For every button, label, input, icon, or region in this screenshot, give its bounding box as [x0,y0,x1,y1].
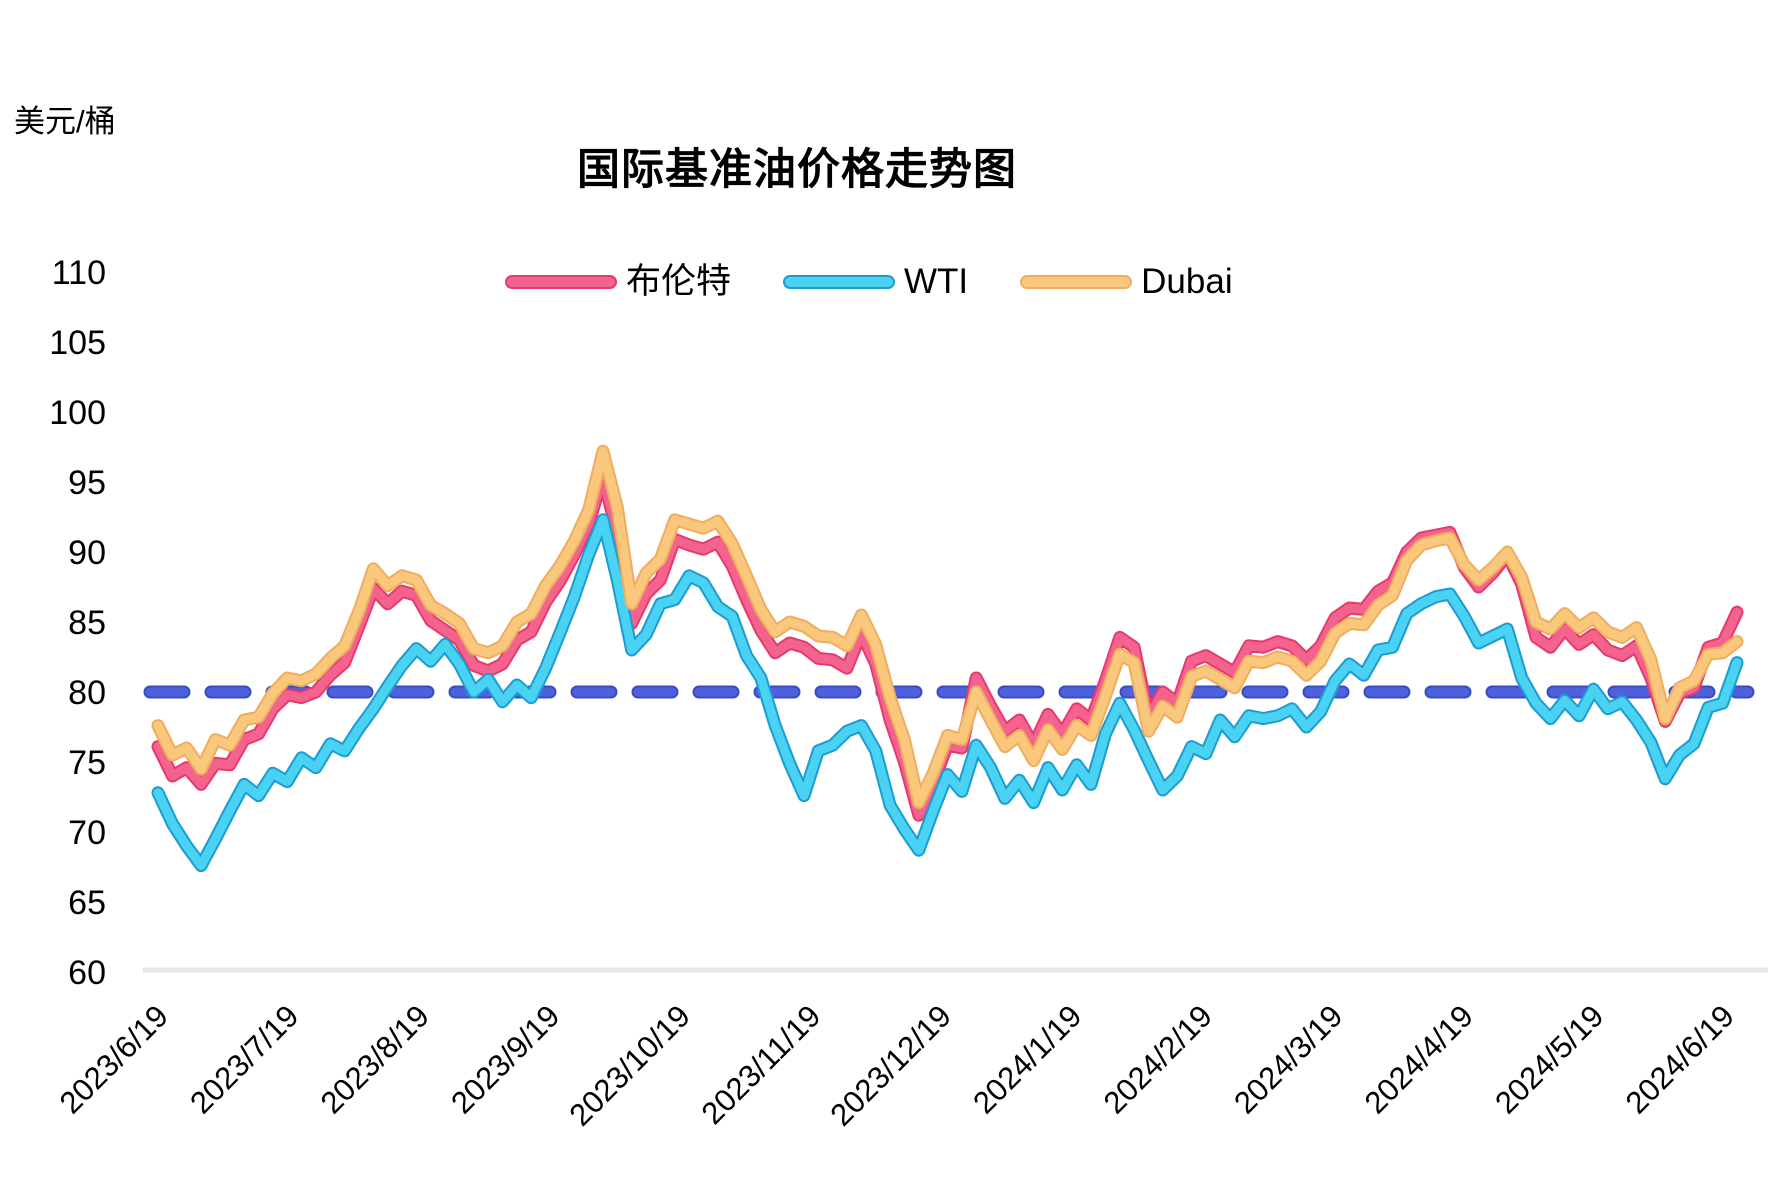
series-line-WTI [153,515,1742,871]
legend-label-brent: 布伦特 [626,262,732,301]
x-tick-label: 2024/2/19 [1097,998,1219,1120]
series-line-Dubai [153,446,1742,808]
y-tick-label: 65 [68,884,106,922]
x-tick-label: 2024/5/19 [1488,998,1610,1120]
x-tick-label: 2024/3/19 [1227,998,1349,1120]
x-tick-label: 2023/6/19 [53,998,175,1120]
legend-label-wti: WTI [904,262,969,301]
y-tick-label: 90 [68,534,106,572]
x-tick-label: 2023/10/19 [562,998,696,1132]
x-tick-label: 2024/4/19 [1358,998,1480,1120]
legend-label-dubai: Dubai [1141,262,1233,301]
legend: 布伦特 WTI Dubai [505,264,1233,299]
y-tick-label: 100 [49,394,106,432]
x-tick-label: 2023/8/19 [314,998,436,1120]
legend-item-brent: 布伦特 [505,264,731,299]
brent-line-swatch-icon [505,274,617,289]
x-tick-label: 2023/11/19 [695,998,828,1131]
chart-title: 国际基准油价格走势图 [577,145,1017,194]
x-tick-label: 2023/12/19 [823,998,957,1132]
series-line-outline-布伦特 [151,469,1744,822]
y-tick-label: 60 [68,954,106,992]
x-tick-label: 2024/1/19 [966,998,1088,1120]
y-tick-label: 105 [49,324,106,362]
y-tick-label: 70 [68,814,106,852]
legend-item-dubai: Dubai [1020,262,1233,301]
legend-item-wti: WTI [783,264,968,299]
x-tick-label: 2023/9/19 [444,998,566,1120]
y-tick-label: 110 [52,254,106,292]
dubai-line-swatch-icon [1020,274,1133,289]
y-tick-label: 75 [68,744,106,782]
y-axis-unit-label: 美元/桶 [14,104,116,139]
y-tick-label: 80 [68,674,106,712]
y-tick-label: 85 [68,604,106,642]
series-line-布伦特 [153,471,1742,820]
x-tick-label: 2023/7/19 [183,998,305,1120]
wti-line-swatch-icon [783,274,896,289]
x-tick-label: 2024/6/19 [1619,998,1741,1120]
y-tick-label: 95 [68,464,106,502]
